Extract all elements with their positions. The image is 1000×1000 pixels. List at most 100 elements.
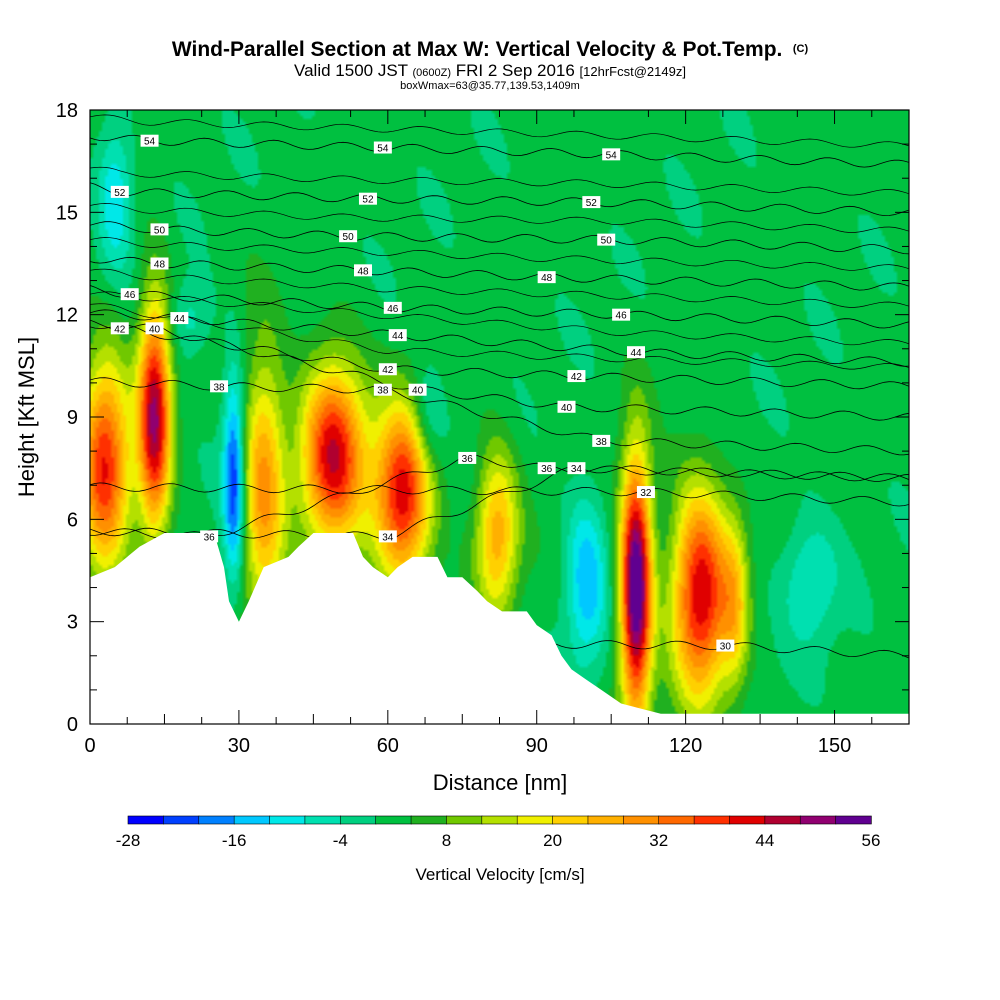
theta-label-box — [567, 462, 586, 475]
theta-label-text: 40 — [561, 403, 573, 414]
theta-label-text: 52 — [114, 188, 126, 199]
theta-label-box — [612, 308, 631, 321]
theta-contour-line — [90, 182, 909, 217]
y-axis-label: Height [Kft MSL] — [14, 337, 39, 497]
subtitle-part-forecast: [12hrFcst@2149z] — [580, 64, 686, 79]
theta-label-box — [597, 233, 616, 246]
theta-label: 52 — [582, 196, 601, 209]
x-axis: 0 30 60 90 120 150 — [84, 110, 873, 757]
theta-label-text: 42 — [571, 372, 583, 383]
theta-label-box — [388, 329, 407, 342]
y-tick-label: 6 — [67, 509, 78, 531]
theta-label-text: 50 — [601, 236, 613, 247]
theta-label-box — [110, 185, 129, 198]
colorbar-label: Vertical Velocity [cm/s] — [415, 865, 584, 884]
plot-area: 54 54 54 52 52 52 50 50 50 48 48 48 46 46 46 44 44 44 42 42… — [89, 109, 910, 725]
theta-label-text: 34 — [382, 532, 394, 543]
theta-label-box — [210, 380, 229, 393]
theta-label-text: 30 — [720, 642, 732, 653]
colorbar-tick-label: 56 — [862, 831, 881, 850]
theta-label-box — [150, 257, 169, 270]
theta-label: 40 — [408, 383, 427, 397]
theta-label: 38 — [592, 434, 611, 448]
theta-label: 48 — [150, 257, 169, 271]
theta-label: 54 — [602, 148, 621, 161]
theta-contour-line — [90, 453, 909, 539]
colorbar-swatch — [410, 815, 448, 825]
theta-label-text: 40 — [412, 386, 424, 397]
colorbar-swatch — [375, 815, 412, 825]
colorbar-swatch — [481, 815, 518, 825]
y-tick-label: 9 — [67, 407, 78, 429]
theta-label-box — [378, 363, 397, 376]
theta-label-text: 42 — [114, 324, 126, 335]
theta-label: 52 — [110, 185, 129, 199]
theta-label-box — [120, 288, 139, 301]
theta-label-text: 38 — [213, 382, 225, 393]
theta-label-box — [716, 639, 735, 652]
x-tick-label: 150 — [818, 735, 851, 757]
theta-label: 50 — [597, 233, 616, 247]
y-tick-label: 3 — [67, 612, 78, 634]
theta-label-text: 48 — [541, 273, 553, 284]
x-tick-label: 60 — [377, 735, 399, 757]
colorbar-swatch — [269, 815, 306, 825]
subtitle-part-utc: (0600Z) — [412, 67, 451, 79]
colorbar-tick-label: 20 — [543, 831, 562, 850]
chart-title-group: Wind-Parallel Section at Max W: Vertical… — [172, 38, 809, 92]
colorbar-swatch — [799, 815, 837, 825]
theta-label-text: 50 — [154, 225, 166, 236]
colorbar-swatch — [764, 815, 801, 825]
theta-label-text: 52 — [362, 195, 374, 206]
theta-label-box — [140, 134, 159, 147]
theta-label-box — [537, 271, 556, 284]
theta-label-text: 54 — [606, 150, 618, 161]
svg-text:Wind-Parallel Section at Max W: Wind-Parallel Section at Max W: Vertical… — [172, 38, 809, 61]
colorbar-tick-label: -16 — [222, 831, 247, 850]
colorbar-ticks: -28 -16 -4 8 20 32 44 56 — [116, 831, 881, 850]
theta-contour-line — [90, 303, 909, 370]
colorbar-swatch — [446, 815, 483, 825]
y-tick-label: 15 — [56, 202, 78, 224]
theta-label: 54 — [373, 141, 392, 155]
x-axis-label: Distance [nm] — [433, 770, 568, 795]
colorbar-swatch — [552, 815, 589, 825]
chart-title: Wind-Parallel Section at Max W: Vertical… — [172, 38, 783, 61]
colorbar-swatch — [163, 815, 200, 825]
theta-contour-line — [90, 166, 909, 196]
theta-label-box — [537, 462, 556, 475]
theta-label: 44 — [627, 346, 645, 359]
theta-label-text: 50 — [343, 232, 355, 243]
colorbar-tick-label: -28 — [116, 831, 141, 850]
colorbar-swatch — [198, 815, 235, 825]
theta-contour-line — [90, 256, 909, 291]
theta-label-text: 48 — [154, 260, 166, 271]
colorbar-swatch — [127, 815, 165, 825]
theta-contour-line — [90, 291, 909, 346]
x-tick-label: 90 — [526, 735, 548, 757]
colorbar-swatch — [729, 815, 766, 825]
theta-contour-line — [90, 324, 909, 390]
theta-label-box — [200, 530, 219, 543]
theta-label-text: 40 — [149, 324, 161, 335]
theta-contour-line — [90, 285, 909, 329]
theta-contour-line — [90, 319, 909, 421]
theta-contour-line — [90, 465, 909, 541]
theta-contour-line — [90, 237, 909, 271]
theta-label: 44 — [170, 312, 189, 325]
colorbar-swatch — [233, 815, 271, 825]
colorbar-swatch — [835, 815, 872, 825]
theta-contour-line — [90, 114, 909, 148]
theta-label-box — [110, 322, 129, 335]
subtitle-part-valid: Valid 1500 JST — [294, 61, 412, 80]
theta-label: 36 — [458, 451, 477, 465]
theta-label-box — [592, 434, 611, 447]
theta-label: 48 — [354, 264, 372, 277]
colorbar-tick-label: 8 — [442, 831, 451, 850]
theta-label-box — [373, 383, 392, 396]
theta-label: 32 — [636, 486, 655, 499]
theta-contour-line — [90, 221, 909, 255]
theta-label-box — [145, 322, 164, 335]
theta-label-box — [567, 370, 586, 383]
